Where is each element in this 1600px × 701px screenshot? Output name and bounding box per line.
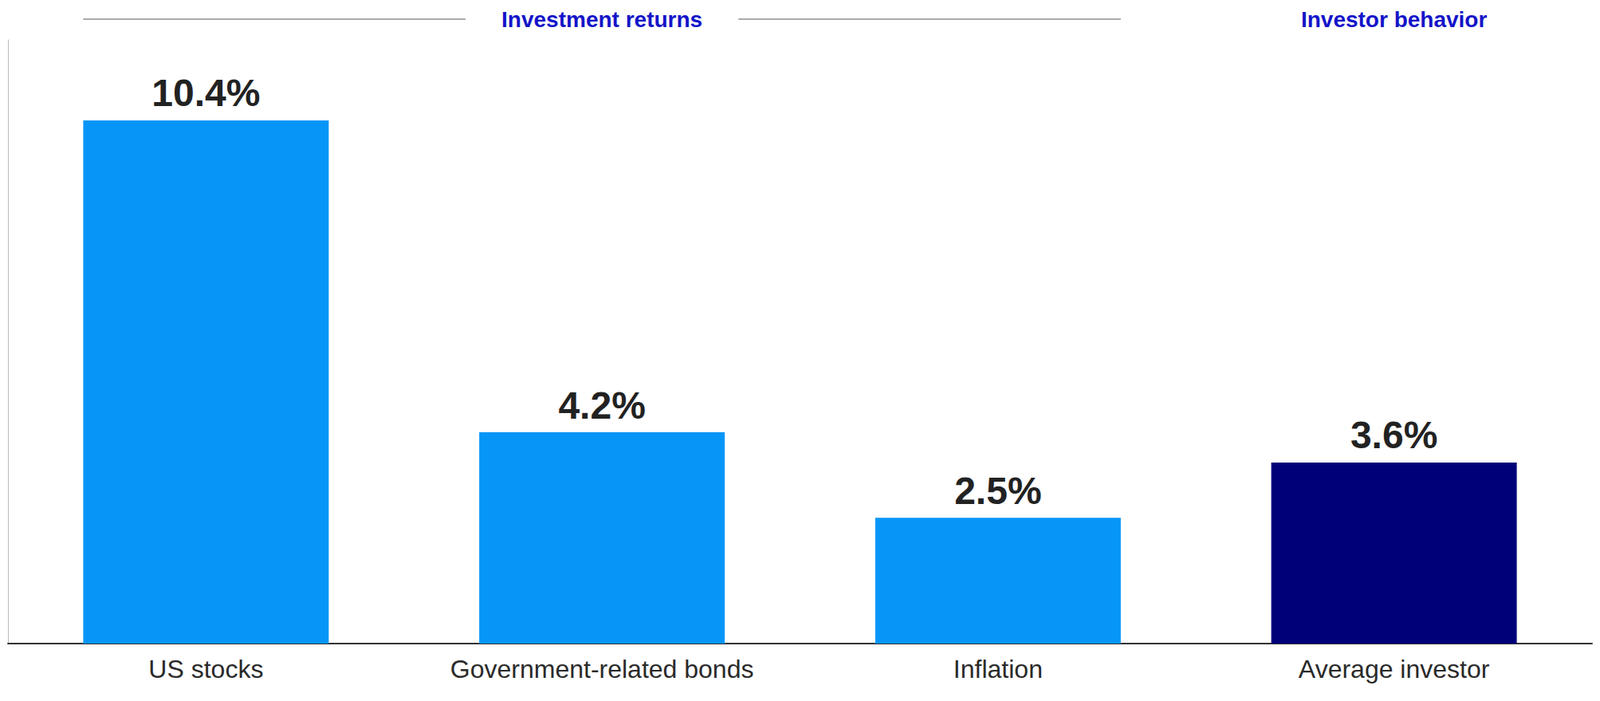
svg-text:Government-related bonds: Government-related bonds bbox=[450, 654, 755, 684]
svg-text:3.6%: 3.6% bbox=[1350, 413, 1438, 457]
svg-text:Investor behavior: Investor behavior bbox=[1301, 7, 1488, 32]
svg-text:2.5%: 2.5% bbox=[954, 469, 1042, 512]
svg-text:Average investor: Average investor bbox=[1298, 654, 1490, 684]
svg-text:10.4%: 10.4% bbox=[151, 71, 260, 115]
svg-text:Investment returns: Investment returns bbox=[501, 7, 703, 32]
svg-text:4.2%: 4.2% bbox=[558, 384, 645, 427]
svg-text:US stocks: US stocks bbox=[148, 654, 264, 684]
svg-text:Inflation: Inflation bbox=[953, 654, 1043, 684]
